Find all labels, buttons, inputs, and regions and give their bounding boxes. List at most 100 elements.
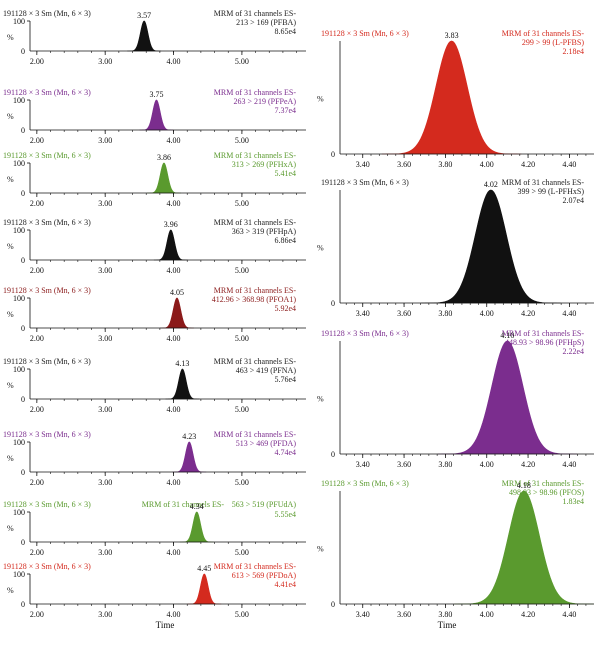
- y-tick-label: 100: [13, 365, 25, 374]
- x-tick-label: 5.00: [235, 405, 249, 414]
- peak-rt-label: 4.45: [197, 564, 211, 573]
- peak-rt-label: 4.10: [500, 331, 514, 340]
- y-tick-label: 0: [21, 468, 25, 477]
- x-tick-label: 3.00: [98, 548, 112, 557]
- channel-label: MRM of 31 channels ES-: [214, 151, 297, 160]
- transition-label: 463 > 419 (PFNA): [236, 366, 297, 375]
- x-tick-label: 4.00: [480, 160, 494, 169]
- x-tick-label: 3.00: [98, 610, 112, 619]
- y-axis-unit-label: %: [317, 395, 324, 404]
- channel-label: MRM of 31 channels ES-: [142, 500, 225, 509]
- peak-area: [127, 20, 162, 52]
- x-tick-label: 5.00: [235, 548, 249, 557]
- x-tick-label: 4.00: [167, 610, 181, 619]
- peak-area: [381, 40, 522, 155]
- transition-label: 263 > 219 (PFPeA): [233, 97, 296, 106]
- x-tick-label: 2.00: [30, 57, 44, 66]
- x-tick-label: 3.00: [98, 405, 112, 414]
- peak-area: [160, 297, 194, 329]
- chromatogram-panel: 191128 × 3 Sm (Mn, 6 × 3) MRM of 31 chann…: [3, 430, 306, 487]
- x-tick-label: 4.00: [167, 266, 181, 275]
- x-tick-label: 5.00: [235, 610, 249, 619]
- y-tick-label: 0: [21, 47, 25, 56]
- sample-label: 191128 × 3 Sm (Mn, 6 × 3): [321, 29, 409, 38]
- peak-rt-label: 4.02: [484, 180, 498, 189]
- x-tick-label: 3.60: [397, 460, 411, 469]
- x-tick-label: 4.20: [521, 160, 535, 169]
- sample-label: 191128 × 3 Sm (Mn, 6 × 3): [321, 178, 409, 187]
- peak-area: [179, 511, 214, 543]
- chromatogram-panel: 191128 × 3 Sm (Mn, 6 × 3) MRM of 31 chann…: [3, 9, 306, 66]
- transition-label: 313 > 269 (PFHxA): [232, 160, 297, 169]
- sample-label: 191128 × 3 Sm (Mn, 6 × 3): [3, 286, 91, 295]
- x-tick-label: 4.20: [521, 309, 535, 318]
- peak-rt-label: 3.83: [445, 31, 459, 40]
- peak-rt-label: 4.13: [175, 359, 189, 368]
- chromatogram-panel: 191128 × 3 Sm (Mn, 6 × 3) MRM of 31 chann…: [317, 329, 594, 469]
- x-axis-label-left: Time: [156, 620, 175, 630]
- y-tick-label: 0: [331, 600, 335, 609]
- x-tick-label: 2.00: [30, 548, 44, 557]
- intensity-label: 5.41e4: [274, 169, 296, 178]
- x-tick-label: 4.20: [521, 460, 535, 469]
- x-tick-label: 3.80: [438, 460, 452, 469]
- transition-label: 299 > 99 (L-PFBS): [522, 38, 584, 47]
- x-tick-label: 3.00: [98, 266, 112, 275]
- x-tick-label: 2.00: [30, 136, 44, 145]
- chromatogram-panel: 191128 × 3 Sm (Mn, 6 × 3) MRM of 31 chann…: [3, 562, 306, 619]
- transition-label: 613 > 569 (PFDoA): [232, 571, 297, 580]
- y-axis-unit-label: %: [317, 545, 324, 554]
- x-tick-label: 5.00: [235, 334, 249, 343]
- intensity-label: 5.92e4: [274, 304, 296, 313]
- channel-label: MRM of 31 channels ES-: [502, 329, 585, 338]
- sample-label: 191128 × 3 Sm (Mn, 6 × 3): [3, 500, 91, 509]
- peak-area: [454, 490, 594, 605]
- intensity-label: 2.18e4: [562, 47, 584, 56]
- chromatogram-panel: 191128 × 3 Sm (Mn, 6 × 3) MRM of 31 chann…: [3, 357, 306, 414]
- x-tick-label: 4.20: [521, 610, 535, 619]
- x-tick-label: 3.60: [397, 160, 411, 169]
- sample-label: 191128 × 3 Sm (Mn, 6 × 3): [3, 357, 91, 366]
- x-tick-label: 3.80: [438, 309, 452, 318]
- peak-rt-label: 3.75: [149, 90, 163, 99]
- y-tick-label: 0: [331, 150, 335, 159]
- x-tick-label: 5.00: [235, 478, 249, 487]
- chromatogram-panel: 191128 × 3 Sm (Mn, 6 × 3) MRM of 31 chann…: [3, 218, 306, 275]
- x-tick-label: 4.00: [480, 460, 494, 469]
- x-tick-label: 4.40: [562, 460, 576, 469]
- transition-label: 363 > 319 (PFHpA): [232, 227, 297, 236]
- channel-label: MRM of 31 channels ES-: [214, 88, 297, 97]
- intensity-label: 2.22e4: [562, 347, 584, 356]
- x-tick-label: 5.00: [235, 266, 249, 275]
- peak-area: [153, 229, 188, 261]
- peak-area: [147, 162, 181, 194]
- chromatogram-panel: 191128 × 3 Sm (Mn, 6 × 3) MRM of 31 chann…: [3, 151, 306, 208]
- intensity-label: 1.83e4: [562, 497, 584, 506]
- x-tick-label: 2.00: [30, 405, 44, 414]
- transition-label: 399 > 99 (L-PFHxS): [517, 187, 584, 196]
- intensity-label: 4.41e4: [274, 580, 296, 589]
- y-tick-label: 100: [13, 294, 25, 303]
- peak-area: [139, 99, 174, 131]
- x-tick-label: 3.00: [98, 136, 112, 145]
- sample-label: 191128 × 3 Sm (Mn, 6 × 3): [3, 218, 91, 227]
- channel-label: MRM of 31 channels ES-: [214, 430, 297, 439]
- peak-rt-label: 3.57: [137, 11, 151, 20]
- y-tick-label: 0: [21, 126, 25, 135]
- x-tick-label: 3.40: [356, 160, 370, 169]
- y-axis-unit-label: %: [317, 95, 324, 104]
- intensity-label: 5.55e4: [274, 510, 296, 519]
- chromatogram-panel: 191128 × 3 Sm (Mn, 6 × 3) MRM of 31 chann…: [317, 178, 594, 318]
- y-tick-label: 100: [13, 438, 25, 447]
- x-tick-label: 2.00: [30, 199, 44, 208]
- chromatogram-panel: 191128 × 3 Sm (Mn, 6 × 3) MRM of 31 chann…: [317, 479, 594, 619]
- y-axis-unit-label: %: [7, 33, 14, 42]
- x-tick-label: 2.00: [30, 334, 44, 343]
- x-tick-label: 3.00: [98, 334, 112, 343]
- y-tick-label: 100: [13, 226, 25, 235]
- peak-rt-label: 4.18: [517, 481, 531, 490]
- x-tick-label: 3.00: [98, 199, 112, 208]
- channel-label: MRM of 31 channels ES-: [502, 29, 585, 38]
- y-axis-unit-label: %: [7, 242, 14, 251]
- x-tick-label: 4.00: [480, 610, 494, 619]
